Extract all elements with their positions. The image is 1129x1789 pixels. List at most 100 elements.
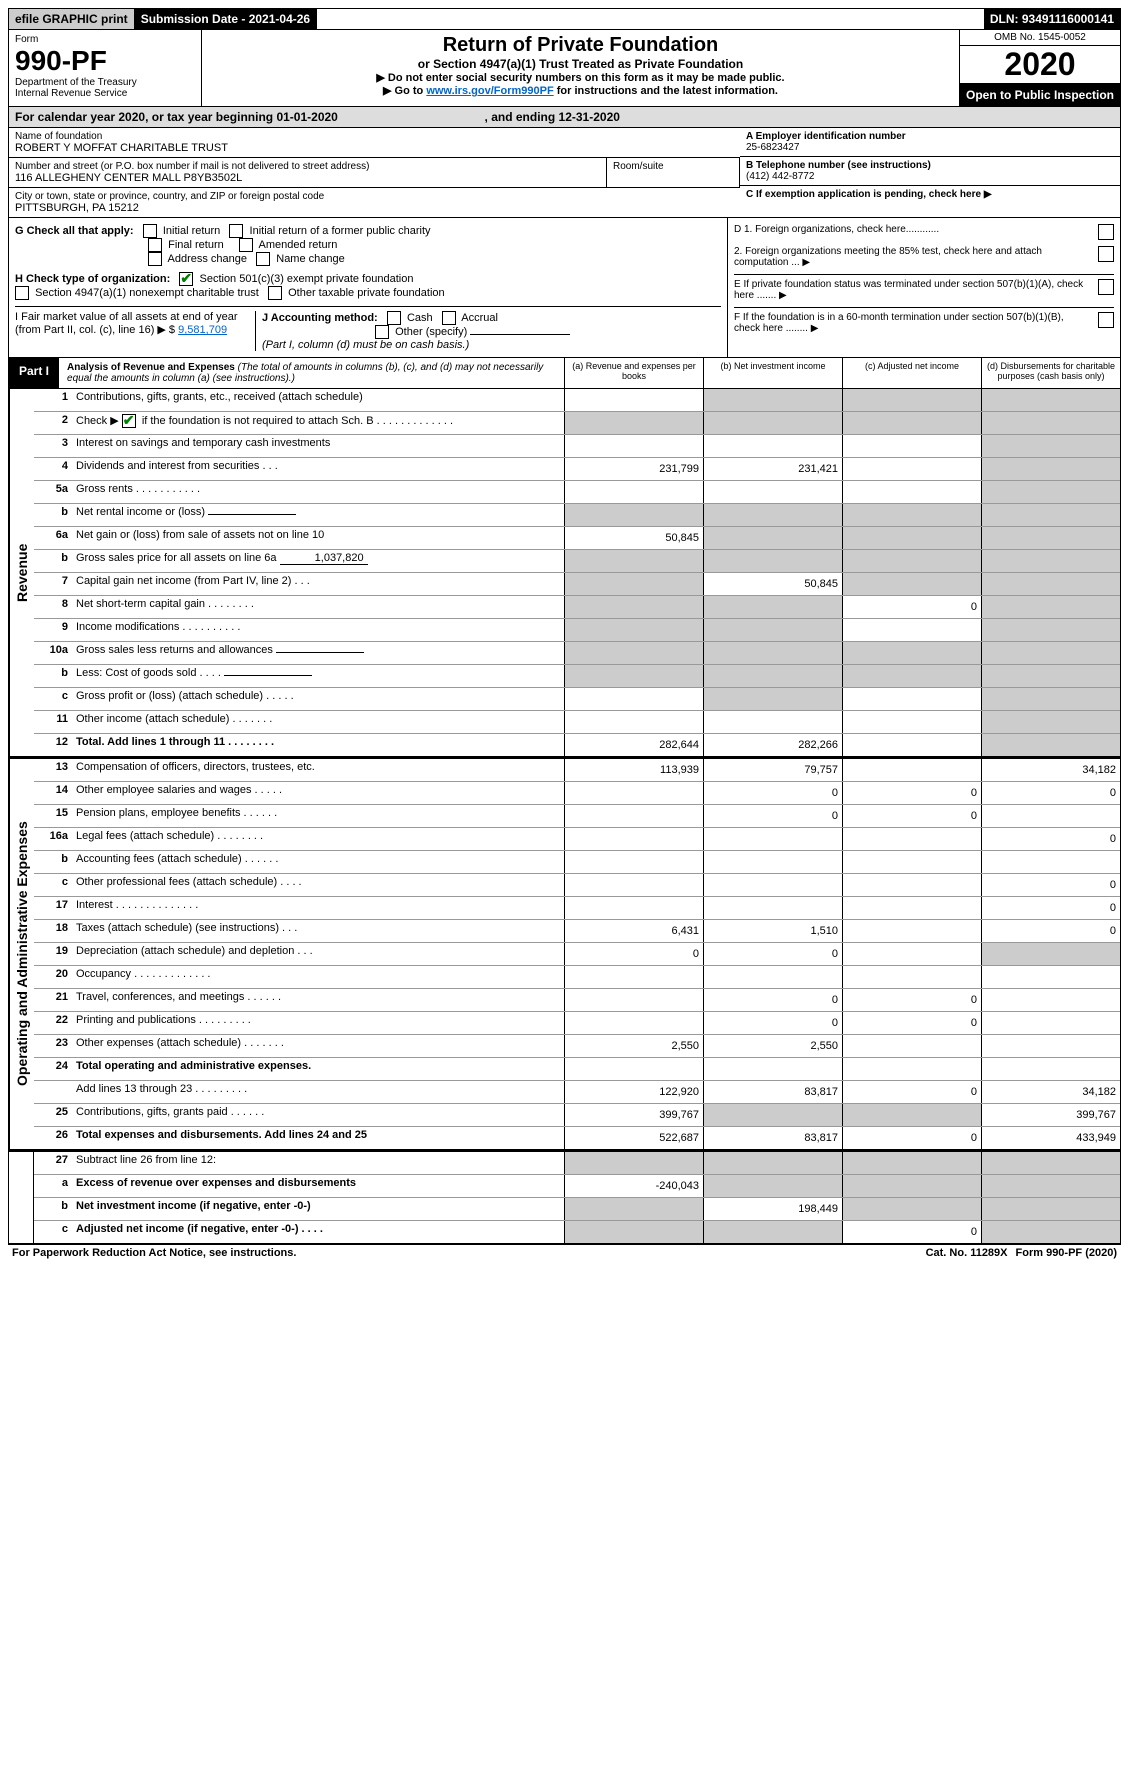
row-12: 12Total. Add lines 1 through 11 . . . . … bbox=[34, 734, 1120, 756]
expense-rows: 13Compensation of officers, directors, t… bbox=[34, 759, 1120, 1149]
footer-left: For Paperwork Reduction Act Notice, see … bbox=[8, 1247, 922, 1259]
f-checkbox[interactable] bbox=[1098, 312, 1114, 328]
top-bar: efile GRAPHIC print Submission Date - 20… bbox=[8, 8, 1121, 30]
row-15: 15Pension plans, employee benefits . . .… bbox=[34, 805, 1120, 828]
501-checkbox[interactable] bbox=[179, 272, 193, 286]
row-2: 2Check ▶ if the foundation is not requir… bbox=[34, 412, 1120, 435]
row-26: 26Total expenses and disbursements. Add … bbox=[34, 1127, 1120, 1149]
other-acct-checkbox[interactable] bbox=[375, 325, 389, 339]
part1-header: Part I Analysis of Revenue and Expenses … bbox=[8, 358, 1121, 389]
ij-row: I Fair market value of all assets at end… bbox=[15, 306, 721, 351]
info-left: Name of foundation ROBERT Y MOFFAT CHARI… bbox=[9, 128, 740, 217]
ein-block: A Employer identification number 25-6823… bbox=[740, 128, 1120, 157]
cal-begin: 01-01-2020 bbox=[276, 110, 337, 124]
row-6a: 6aNet gain or (loss) from sale of assets… bbox=[34, 527, 1120, 550]
row-10c: cGross profit or (loss) (attach schedule… bbox=[34, 688, 1120, 711]
header-left: Form 990-PF Department of the Treasury I… bbox=[9, 30, 202, 106]
accrual-checkbox[interactable] bbox=[442, 311, 456, 325]
addr-block: Number and street (or P.O. box number if… bbox=[9, 158, 606, 187]
name-checkbox[interactable] bbox=[256, 252, 270, 266]
h-label: H Check type of organization: bbox=[15, 273, 170, 285]
row-27c: cAdjusted net income (if negative, enter… bbox=[34, 1221, 1120, 1243]
row-16a: 16aLegal fees (attach schedule) . . . . … bbox=[34, 828, 1120, 851]
submission-date: Submission Date - 2021-04-26 bbox=[135, 9, 317, 29]
e-label: E If private foundation status was termi… bbox=[734, 279, 1092, 301]
row-6b: bGross sales price for all assets on lin… bbox=[34, 550, 1120, 573]
d1-label: D 1. Foreign organizations, check here..… bbox=[734, 224, 1092, 240]
h-other: Other taxable private foundation bbox=[288, 287, 445, 299]
row-24-title: 24Total operating and administrative exp… bbox=[34, 1058, 1120, 1081]
j-block: J Accounting method: Cash Accrual Other … bbox=[255, 311, 721, 351]
other-taxable-checkbox[interactable] bbox=[268, 286, 282, 300]
tax-year: 2020 bbox=[960, 46, 1120, 84]
d2-checkbox[interactable] bbox=[1098, 246, 1114, 262]
footer: For Paperwork Reduction Act Notice, see … bbox=[8, 1244, 1121, 1261]
fair-market-value[interactable]: 9,581,709 bbox=[178, 324, 227, 336]
final-checkbox[interactable] bbox=[148, 238, 162, 252]
expense-side-label: Operating and Administrative Expenses bbox=[9, 759, 34, 1149]
omb-label: OMB No. 1545-0052 bbox=[960, 30, 1120, 46]
form-number: 990-PF bbox=[15, 45, 195, 77]
addr-checkbox[interactable] bbox=[148, 252, 162, 266]
j-accrual: Accrual bbox=[461, 312, 498, 324]
info-grid: Name of foundation ROBERT Y MOFFAT CHARI… bbox=[8, 128, 1121, 218]
row-3: 3Interest on savings and temporary cash … bbox=[34, 435, 1120, 458]
d2-label: 2. Foreign organizations meeting the 85%… bbox=[734, 246, 1092, 268]
expense-table: Operating and Administrative Expenses 13… bbox=[8, 757, 1121, 1150]
g-initial: Initial return bbox=[163, 225, 220, 237]
row-5b: bNet rental income or (loss) bbox=[34, 504, 1120, 527]
revenue-table: Revenue 1Contributions, gifts, grants, e… bbox=[8, 389, 1121, 757]
row-14: 14Other employee salaries and wages . . … bbox=[34, 782, 1120, 805]
initial-checkbox[interactable] bbox=[143, 224, 157, 238]
part1-label: Part I bbox=[9, 358, 59, 388]
tel-value: (412) 442-8772 bbox=[746, 171, 1114, 182]
row-10a: 10aGross sales less returns and allowanc… bbox=[34, 642, 1120, 665]
amended-checkbox[interactable] bbox=[239, 238, 253, 252]
row-27a: aExcess of revenue over expenses and dis… bbox=[34, 1175, 1120, 1198]
initial-former-checkbox[interactable] bbox=[229, 224, 243, 238]
4947-checkbox[interactable] bbox=[15, 286, 29, 300]
d1-checkbox[interactable] bbox=[1098, 224, 1114, 240]
form-word: Form bbox=[15, 34, 195, 45]
row-25: 25Contributions, gifts, grants paid . . … bbox=[34, 1104, 1120, 1127]
row-20: 20Occupancy . . . . . . . . . . . . . bbox=[34, 966, 1120, 989]
j-cash: Cash bbox=[407, 312, 433, 324]
form-link[interactable]: www.irs.gov/Form990PF bbox=[426, 85, 553, 97]
schb-checkbox[interactable] bbox=[122, 414, 136, 428]
spacer bbox=[9, 1152, 34, 1243]
col-d: (d) Disbursements for charitable purpose… bbox=[981, 358, 1120, 388]
row-16b: bAccounting fees (attach schedule) . . .… bbox=[34, 851, 1120, 874]
g-name: Name change bbox=[276, 253, 345, 265]
dept-label: Department of the Treasury bbox=[15, 77, 195, 88]
e-row: E If private foundation status was termi… bbox=[734, 274, 1114, 301]
cal-end: 12-31-2020 bbox=[559, 110, 620, 124]
header-center: Return of Private Foundation or Section … bbox=[202, 30, 959, 106]
row-4: 4Dividends and interest from securities … bbox=[34, 458, 1120, 481]
check-section: G Check all that apply: Initial return I… bbox=[8, 218, 1121, 358]
tel-block: B Telephone number (see instructions) (4… bbox=[740, 157, 1120, 186]
col-a: (a) Revenue and expenses per books bbox=[564, 358, 703, 388]
g-final: Final return bbox=[168, 239, 224, 251]
c-label: C If exemption application is pending, c… bbox=[746, 189, 1114, 200]
e-checkbox[interactable] bbox=[1098, 279, 1114, 295]
open-public: Open to Public Inspection bbox=[960, 84, 1120, 106]
cash-checkbox[interactable] bbox=[387, 311, 401, 325]
name-value: ROBERT Y MOFFAT CHARITABLE TRUST bbox=[15, 142, 734, 154]
c-block: C If exemption application is pending, c… bbox=[740, 186, 1120, 203]
sales-price: 1,037,820 bbox=[280, 552, 368, 565]
tel-label: B Telephone number (see instructions) bbox=[746, 160, 1114, 171]
check-right: D 1. Foreign organizations, check here..… bbox=[727, 218, 1120, 357]
addr-label: Number and street (or P.O. box number if… bbox=[15, 161, 600, 172]
row-17: 17Interest . . . . . . . . . . . . . .0 bbox=[34, 897, 1120, 920]
d1-row: D 1. Foreign organizations, check here..… bbox=[734, 224, 1114, 240]
part1-desc: Analysis of Revenue and Expenses (The to… bbox=[59, 358, 564, 388]
row-5a: 5aGross rents . . . . . . . . . . . bbox=[34, 481, 1120, 504]
addr-value: 116 ALLEGHENY CENTER MALL P8YB3502L bbox=[15, 172, 600, 184]
row-27b: bNet investment income (if negative, ent… bbox=[34, 1198, 1120, 1221]
note-2: ▶ Go to www.irs.gov/Form990PF for instru… bbox=[206, 84, 955, 97]
dln-label: DLN: 93491116000141 bbox=[984, 9, 1120, 29]
row-10b: bLess: Cost of goods sold . . . . bbox=[34, 665, 1120, 688]
cal-mid: , and ending bbox=[485, 110, 559, 124]
i-block: I Fair market value of all assets at end… bbox=[15, 311, 255, 351]
info-right: A Employer identification number 25-6823… bbox=[740, 128, 1120, 217]
